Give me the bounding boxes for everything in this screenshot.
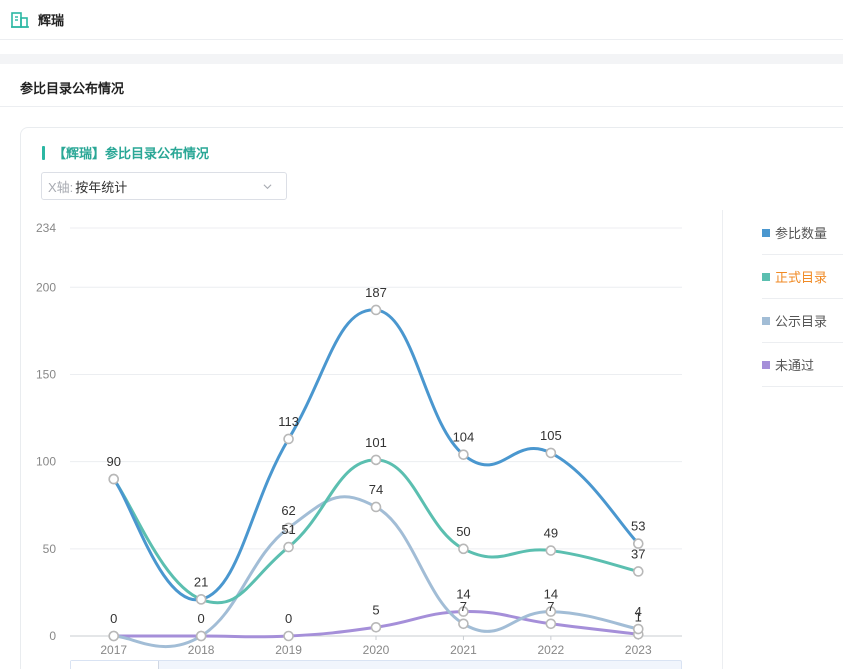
org-name: 辉瑞 — [38, 13, 65, 28]
card-title-text: 【辉瑞】参比目录公布情况 — [53, 146, 210, 161]
data-point — [458, 606, 469, 617]
legend-item[interactable]: 未通过 — [762, 343, 843, 387]
legend-item[interactable]: 正式目录 — [762, 255, 843, 299]
data-label: 53 — [631, 519, 645, 534]
data-label: 5 — [372, 602, 379, 617]
data-label: 104 — [453, 430, 475, 445]
x-tick-label: 2017 — [100, 643, 127, 657]
legend-swatch — [762, 228, 770, 237]
data-point — [458, 543, 469, 555]
data-label: 14 — [456, 587, 470, 602]
data-point — [283, 433, 294, 445]
legend-label: 未通过 — [775, 358, 815, 373]
title-accent-bar — [42, 145, 45, 160]
legend-label: 参比数量 — [775, 226, 828, 241]
x-tick-label: 2020 — [363, 643, 390, 657]
legend-label: 正式目录 — [775, 270, 828, 285]
legend-swatch — [762, 316, 770, 325]
data-point — [458, 449, 469, 460]
legend-item[interactable]: 参比数量 — [762, 211, 843, 255]
data-label: 101 — [365, 435, 387, 450]
x-tick-label: 2021 — [450, 643, 477, 657]
data-point — [632, 623, 644, 635]
data-zoom-slider[interactable] — [70, 660, 682, 669]
data-label: 1 — [635, 609, 642, 624]
data-zoom-handle[interactable] — [71, 661, 159, 669]
data-point — [108, 630, 120, 642]
data-point — [195, 630, 207, 642]
y-tick-label: 50 — [43, 542, 57, 556]
data-point — [632, 566, 644, 577]
data-label: 0 — [198, 611, 205, 626]
point-layer — [108, 304, 644, 642]
data-label: 74 — [369, 482, 383, 497]
x-tick-label: 2022 — [538, 643, 565, 657]
xaxis-select-prefix: X轴: — [48, 179, 74, 195]
data-label: 37 — [631, 546, 645, 561]
data-point — [632, 538, 644, 549]
y-tick-label: 234 — [36, 221, 56, 235]
data-point — [370, 304, 382, 316]
data-label: 51 — [281, 522, 295, 537]
data-label: 0 — [285, 611, 292, 626]
section-title: 参比目录公布情况 — [20, 81, 125, 96]
x-tick-label: 2019 — [275, 643, 302, 657]
data-point — [283, 541, 294, 553]
data-point — [545, 545, 557, 556]
legend-item[interactable]: 公示目录 — [762, 299, 843, 343]
data-point — [108, 473, 120, 485]
y-tick-label: 200 — [36, 280, 56, 294]
data-label: 4 — [635, 604, 642, 619]
data-point — [545, 606, 557, 617]
y-tick-label: 0 — [49, 629, 56, 643]
data-label: 105 — [540, 428, 562, 443]
data-point — [545, 618, 557, 630]
x-tick-label: 2018 — [188, 643, 215, 657]
data-label: 7 — [547, 599, 554, 614]
legend-divider — [722, 210, 723, 669]
y-tick-label: 150 — [36, 367, 56, 381]
legend-swatch — [762, 272, 770, 281]
section-divider — [0, 106, 843, 107]
building-icon — [11, 11, 29, 28]
data-point — [195, 594, 207, 605]
legend-label: 公示目录 — [775, 314, 828, 329]
card-title: 【辉瑞】参比目录公布情况 — [42, 143, 209, 162]
data-label: 187 — [365, 285, 387, 300]
x-tick-label: 2023 — [625, 643, 652, 657]
data-label: 113 — [278, 414, 299, 429]
data-point — [283, 522, 294, 534]
data-label: 0 — [110, 611, 117, 626]
data-point — [370, 501, 382, 513]
xaxis-select-value: 按年统计 — [75, 179, 128, 195]
data-label: 50 — [456, 524, 470, 539]
legend-swatch — [762, 360, 770, 369]
data-point — [458, 618, 469, 630]
data-label: 7 — [460, 599, 467, 614]
top-bar: 辉瑞 — [0, 0, 843, 40]
data-label: 90 — [106, 454, 120, 469]
data-label: 49 — [544, 526, 558, 541]
data-label: 21 — [194, 574, 208, 589]
data-point — [370, 454, 382, 466]
line-layer — [112, 308, 640, 649]
xaxis-select[interactable]: X轴: 按年统计 — [41, 172, 287, 200]
data-point — [370, 621, 382, 633]
legend: 参比数量正式目录公示目录未通过 — [762, 211, 843, 387]
y-tick-label: 100 — [36, 455, 56, 469]
chevron-down-icon — [263, 184, 272, 190]
data-label: 62 — [281, 503, 295, 518]
data-label: 14 — [544, 587, 558, 602]
chart-card — [20, 127, 843, 669]
section-separator — [0, 54, 843, 64]
data-point — [545, 447, 557, 459]
data-point — [283, 630, 294, 642]
